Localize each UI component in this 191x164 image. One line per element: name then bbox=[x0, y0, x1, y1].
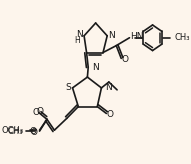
Text: HN: HN bbox=[130, 32, 144, 41]
Text: O: O bbox=[33, 108, 40, 117]
Text: O: O bbox=[29, 127, 36, 136]
Text: N: N bbox=[108, 31, 115, 40]
Text: CH₃: CH₃ bbox=[174, 33, 189, 42]
Text: O: O bbox=[36, 107, 43, 116]
Text: N: N bbox=[77, 30, 83, 39]
Text: O: O bbox=[121, 55, 128, 64]
Text: O: O bbox=[106, 110, 113, 119]
Text: H: H bbox=[74, 36, 79, 45]
Text: S: S bbox=[66, 83, 71, 92]
Text: N: N bbox=[92, 63, 99, 72]
Text: CH₃: CH₃ bbox=[7, 127, 23, 136]
Text: OCH₃: OCH₃ bbox=[2, 126, 24, 135]
Text: O: O bbox=[30, 128, 37, 137]
Text: N: N bbox=[106, 83, 112, 92]
